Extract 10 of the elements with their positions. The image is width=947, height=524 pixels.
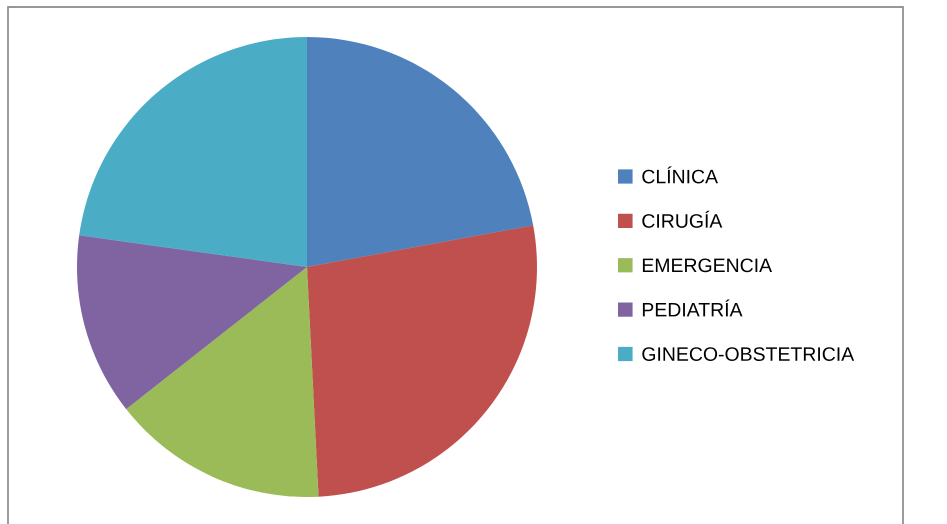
legend-label: CLÍNICA [642, 166, 718, 184]
pie-slice [307, 37, 534, 267]
pie-slice [79, 37, 307, 267]
legend-label: CIRUGÍA [642, 210, 722, 228]
pie-slice [126, 267, 319, 497]
legend-label: GINECO-OBSTETRICIA [642, 347, 854, 361]
legend-label: EMERGENCIA [642, 258, 772, 272]
legend-label: PEDIATRÍA [642, 300, 743, 316]
pie-slice [307, 225, 537, 497]
pie-slice [77, 235, 307, 410]
